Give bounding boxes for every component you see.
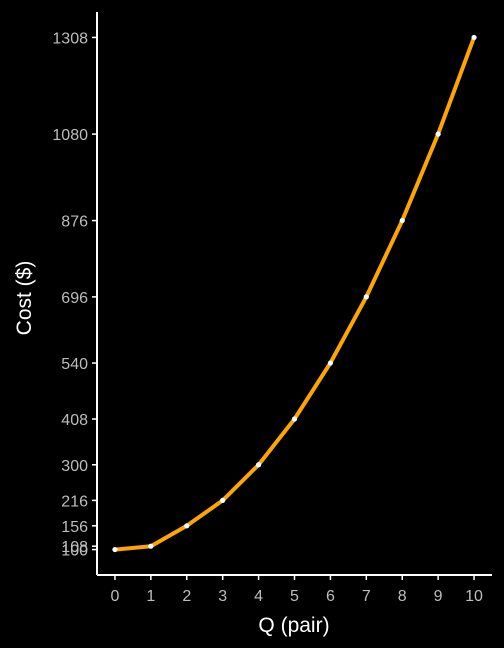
data-point <box>184 523 190 529</box>
x-tick-label: 1 <box>146 588 155 605</box>
y-tick-label: 108 <box>61 539 88 556</box>
y-tick-label: 876 <box>61 214 88 231</box>
y-tick-label: 540 <box>61 356 88 373</box>
x-tick-label: 0 <box>111 588 120 605</box>
y-tick-label: 216 <box>61 493 88 510</box>
x-tick-label: 8 <box>398 588 407 605</box>
data-point <box>112 546 118 553</box>
data-point <box>220 497 226 503</box>
x-tick-label: 2 <box>182 588 191 605</box>
x-tick-label: 6 <box>326 588 335 605</box>
data-point <box>399 217 405 224</box>
y-tick-label: 156 <box>61 519 88 536</box>
data-point <box>435 131 441 137</box>
y-tick-label: 408 <box>61 412 88 429</box>
y-tick-label: 696 <box>61 290 88 307</box>
data-point <box>148 543 154 549</box>
y-tick-label: 300 <box>61 458 88 475</box>
data-point <box>255 462 262 468</box>
x-tick-label: 5 <box>290 588 299 605</box>
data-point <box>471 34 477 41</box>
data-point <box>327 360 334 366</box>
cost-series <box>112 34 477 553</box>
x-tick-label: 3 <box>218 588 227 605</box>
data-point <box>363 294 369 300</box>
x-tick-label: 4 <box>254 588 263 605</box>
y-axis-title: Cost ($) <box>13 261 36 336</box>
y-tick-label: 100 <box>61 543 88 560</box>
x-axis-ticks: 0 1 2 3 4 5 6 7 8 9 10 <box>111 575 483 605</box>
x-tick-label: 10 <box>465 588 483 605</box>
y-tick-label: 1080 <box>52 127 88 144</box>
data-point <box>291 416 298 422</box>
x-tick-label: 9 <box>434 588 443 605</box>
x-tick-label: 7 <box>362 588 371 605</box>
y-tick-label: 1308 <box>52 30 88 47</box>
x-axis-title: Q (pair) <box>258 614 329 637</box>
